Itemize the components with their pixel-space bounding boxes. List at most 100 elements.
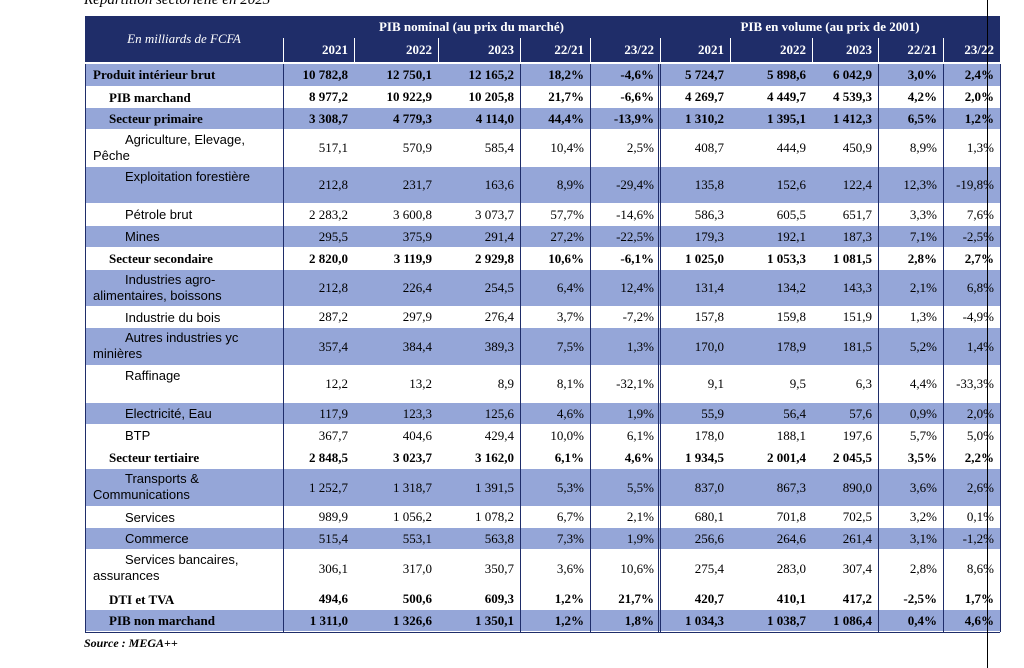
cell-value: 585,4	[438, 130, 520, 167]
cell-value: 517,1	[283, 130, 354, 167]
cell-value: 5,2%	[878, 328, 943, 366]
header-gap	[85, 62, 1000, 64]
cell-value: -19,8%	[943, 167, 1000, 204]
caption: Répartition sectorielle en 2023	[84, 0, 271, 8]
cell-value: 7,6%	[943, 204, 1000, 226]
column-header: 2022	[730, 38, 812, 62]
cell-value: 306,1	[283, 550, 354, 589]
cell-value: 56,4	[730, 403, 812, 425]
cell-value: 178,9	[730, 328, 812, 366]
cell-value: 123,3	[354, 403, 438, 425]
column-header: 2022	[354, 38, 438, 62]
cell-value: 5 724,7	[660, 64, 730, 87]
cell-value: 44,4%	[520, 108, 590, 130]
cell-value: 317,0	[354, 550, 438, 589]
column-header: 22/21	[520, 38, 590, 62]
cell-value: 1 038,7	[730, 610, 812, 632]
cell-value: -33,3%	[943, 366, 1000, 403]
cell-value: 1,8%	[590, 610, 660, 632]
cell-value: 357,4	[283, 328, 354, 366]
cell-value: 1,2%	[520, 610, 590, 632]
cell-value: 151,9	[812, 307, 878, 328]
cell-value: -32,1%	[590, 366, 660, 403]
cell-value: 55,9	[660, 403, 730, 425]
cell-value: 9,1	[660, 366, 730, 403]
cell-value: 8 977,2	[283, 87, 354, 108]
cell-value: 2 929,8	[438, 248, 520, 270]
cell-value: 2,0%	[943, 87, 1000, 108]
cell-value: -4,9%	[943, 307, 1000, 328]
cell-value: 563,8	[438, 528, 520, 550]
cell-value: 0,1%	[943, 507, 1000, 528]
group-header: PIB nominal (au prix du marché)	[283, 16, 660, 38]
cell-value: 57,6	[812, 403, 878, 425]
source-note: Source : MEGA++	[84, 636, 178, 650]
row-label: Secteur tertiaire	[85, 447, 283, 469]
cell-value: 188,1	[730, 425, 812, 447]
cell-value: 8,6%	[943, 550, 1000, 589]
column-header: 23/22	[590, 38, 660, 62]
cell-value: 2,2%	[943, 447, 1000, 469]
cell-value: 5,3%	[520, 469, 590, 507]
cell-value: 1,4%	[943, 328, 1000, 366]
cell-value: 4 539,3	[812, 87, 878, 108]
cell-value: 867,3	[730, 469, 812, 507]
cell-value: 515,4	[283, 528, 354, 550]
cell-value: 6,7%	[520, 507, 590, 528]
cell-value: 7,3%	[520, 528, 590, 550]
row-label: Exploitation forestière	[85, 167, 283, 204]
row-label: Agriculture, Elevage, Pêche	[85, 130, 283, 167]
cell-value: -29,4%	[590, 167, 660, 204]
cell-value: 3 600,8	[354, 204, 438, 226]
cell-value: 10,4%	[520, 130, 590, 167]
row-label: Secteur secondaire	[85, 248, 283, 270]
cell-value: 3,3%	[878, 204, 943, 226]
cell-value: 170,0	[660, 328, 730, 366]
cell-value: -2,5%	[943, 226, 1000, 248]
cell-value: 8,9%	[520, 167, 590, 204]
cell-value: 450,9	[812, 130, 878, 167]
cell-value: 6,1%	[590, 425, 660, 447]
row-label: PIB non marchand	[85, 610, 283, 632]
cell-value: 5,7%	[878, 425, 943, 447]
cell-value: 1 078,2	[438, 507, 520, 528]
row-label: Secteur primaire	[85, 108, 283, 130]
cell-value: -6,6%	[590, 87, 660, 108]
cell-value: 1 326,6	[354, 610, 438, 632]
cell-value: 187,3	[812, 226, 878, 248]
cell-value: 7,5%	[520, 328, 590, 366]
cell-value: 605,5	[730, 204, 812, 226]
row-label: Autres industries yc minières	[85, 328, 283, 366]
cell-value: 21,7%	[520, 87, 590, 108]
table-rule	[85, 632, 1000, 633]
cell-value: 256,6	[660, 528, 730, 550]
column-rule	[85, 64, 86, 632]
cell-value: 384,4	[354, 328, 438, 366]
cell-value: 410,1	[730, 589, 812, 610]
cell-value: 1 053,3	[730, 248, 812, 270]
column-header: 2023	[438, 38, 520, 62]
cell-value: 3,2%	[878, 507, 943, 528]
cell-value: 10,0%	[520, 425, 590, 447]
cell-value: 586,3	[660, 204, 730, 226]
column-rule	[660, 64, 661, 632]
group-header: PIB en volume (au prix de 2001)	[660, 16, 1000, 38]
cell-value: 8,9%	[878, 130, 943, 167]
row-label: Produit intérieur brut	[85, 64, 283, 87]
cell-value: 1 934,5	[660, 447, 730, 469]
cell-value: 1 395,1	[730, 108, 812, 130]
cell-value: 57,7%	[520, 204, 590, 226]
cell-value: 2,5%	[590, 130, 660, 167]
cell-value: 1 350,1	[438, 610, 520, 632]
cell-value: -13,9%	[590, 108, 660, 130]
cell-value: -14,6%	[590, 204, 660, 226]
cell-value: 6,8%	[943, 270, 1000, 307]
cell-value: 2 820,0	[283, 248, 354, 270]
cell-value: 135,8	[660, 167, 730, 204]
row-label: Services	[85, 507, 283, 528]
cell-value: 12,2	[283, 366, 354, 403]
cell-value: 8,9	[438, 366, 520, 403]
cell-value: 890,0	[812, 469, 878, 507]
cell-value: 837,0	[660, 469, 730, 507]
cell-value: 10,6%	[520, 248, 590, 270]
